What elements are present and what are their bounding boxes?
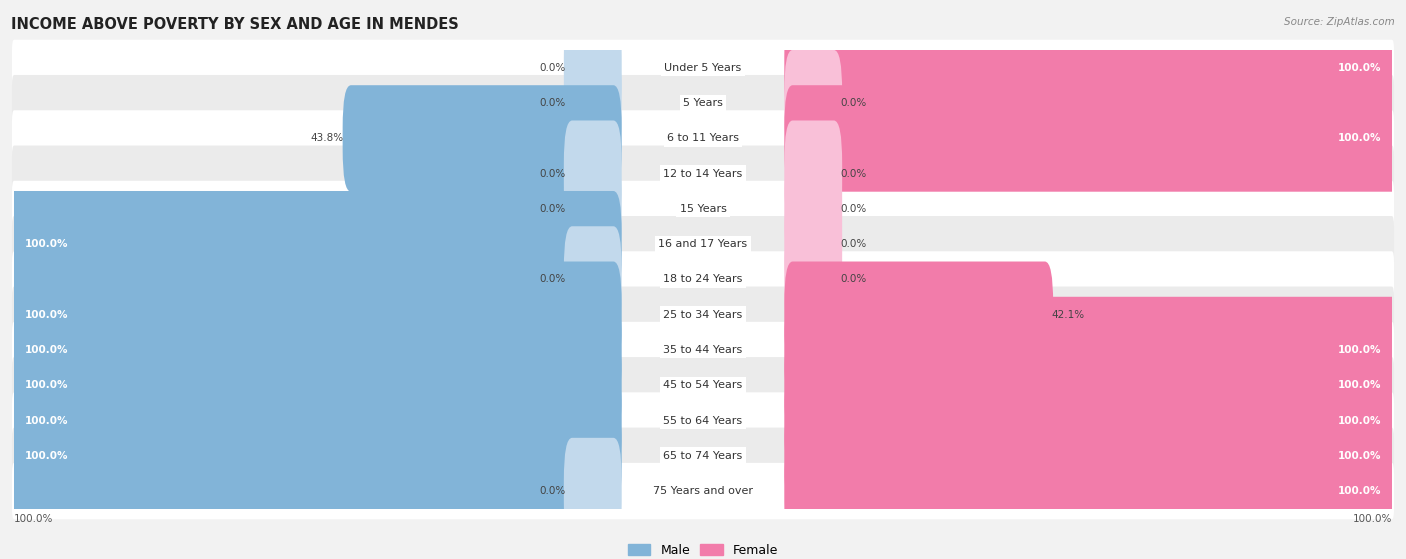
- Text: 100.0%: 100.0%: [1339, 134, 1382, 144]
- FancyBboxPatch shape: [343, 85, 621, 192]
- FancyBboxPatch shape: [13, 216, 1393, 272]
- FancyBboxPatch shape: [785, 332, 1400, 438]
- FancyBboxPatch shape: [564, 438, 621, 544]
- Text: 100.0%: 100.0%: [24, 415, 67, 425]
- FancyBboxPatch shape: [785, 262, 1053, 368]
- Text: 0.0%: 0.0%: [841, 204, 868, 214]
- FancyBboxPatch shape: [785, 402, 1400, 509]
- Text: 5 Years: 5 Years: [683, 98, 723, 108]
- FancyBboxPatch shape: [785, 85, 1400, 192]
- FancyBboxPatch shape: [13, 463, 1393, 519]
- Text: 0.0%: 0.0%: [841, 169, 868, 179]
- Text: 0.0%: 0.0%: [538, 274, 565, 285]
- FancyBboxPatch shape: [6, 367, 621, 474]
- FancyBboxPatch shape: [564, 121, 621, 227]
- FancyBboxPatch shape: [564, 15, 621, 121]
- FancyBboxPatch shape: [785, 438, 1400, 544]
- Text: 55 to 64 Years: 55 to 64 Years: [664, 415, 742, 425]
- FancyBboxPatch shape: [785, 50, 842, 157]
- FancyBboxPatch shape: [785, 297, 1400, 403]
- FancyBboxPatch shape: [564, 50, 621, 157]
- Text: 42.1%: 42.1%: [1052, 310, 1085, 320]
- FancyBboxPatch shape: [13, 428, 1393, 484]
- FancyBboxPatch shape: [564, 156, 621, 262]
- Text: 25 to 34 Years: 25 to 34 Years: [664, 310, 742, 320]
- Text: INCOME ABOVE POVERTY BY SEX AND AGE IN MENDES: INCOME ABOVE POVERTY BY SEX AND AGE IN M…: [11, 17, 458, 32]
- Text: 0.0%: 0.0%: [538, 204, 565, 214]
- Text: 15 Years: 15 Years: [679, 204, 727, 214]
- Text: 18 to 24 Years: 18 to 24 Years: [664, 274, 742, 285]
- Text: 0.0%: 0.0%: [538, 486, 565, 496]
- FancyBboxPatch shape: [13, 322, 1393, 378]
- FancyBboxPatch shape: [564, 226, 621, 333]
- FancyBboxPatch shape: [785, 367, 1400, 474]
- FancyBboxPatch shape: [785, 15, 1400, 121]
- Text: 100.0%: 100.0%: [1339, 415, 1382, 425]
- Text: 0.0%: 0.0%: [841, 239, 868, 249]
- Text: 16 and 17 Years: 16 and 17 Years: [658, 239, 748, 249]
- FancyBboxPatch shape: [6, 297, 621, 403]
- Text: 65 to 74 Years: 65 to 74 Years: [664, 451, 742, 461]
- Text: Under 5 Years: Under 5 Years: [665, 63, 741, 73]
- Text: 0.0%: 0.0%: [841, 98, 868, 108]
- Text: 100.0%: 100.0%: [24, 380, 67, 390]
- Legend: Male, Female: Male, Female: [623, 539, 783, 559]
- Text: 100.0%: 100.0%: [1353, 514, 1392, 524]
- FancyBboxPatch shape: [13, 75, 1393, 131]
- FancyBboxPatch shape: [785, 156, 842, 262]
- Text: 0.0%: 0.0%: [538, 169, 565, 179]
- FancyBboxPatch shape: [13, 252, 1393, 307]
- Text: 75 Years and over: 75 Years and over: [652, 486, 754, 496]
- Text: 100.0%: 100.0%: [1339, 451, 1382, 461]
- Text: 100.0%: 100.0%: [24, 310, 67, 320]
- Text: 35 to 44 Years: 35 to 44 Years: [664, 345, 742, 355]
- FancyBboxPatch shape: [13, 357, 1393, 414]
- FancyBboxPatch shape: [785, 121, 842, 227]
- FancyBboxPatch shape: [6, 402, 621, 509]
- Text: 100.0%: 100.0%: [24, 451, 67, 461]
- FancyBboxPatch shape: [13, 110, 1393, 167]
- Text: Source: ZipAtlas.com: Source: ZipAtlas.com: [1284, 17, 1395, 27]
- FancyBboxPatch shape: [13, 287, 1393, 343]
- FancyBboxPatch shape: [6, 191, 621, 297]
- FancyBboxPatch shape: [13, 181, 1393, 237]
- Text: 43.8%: 43.8%: [311, 134, 344, 144]
- Text: 100.0%: 100.0%: [14, 514, 53, 524]
- Text: 100.0%: 100.0%: [24, 239, 67, 249]
- Text: 6 to 11 Years: 6 to 11 Years: [666, 134, 740, 144]
- FancyBboxPatch shape: [13, 392, 1393, 449]
- Text: 100.0%: 100.0%: [1339, 345, 1382, 355]
- FancyBboxPatch shape: [13, 145, 1393, 202]
- FancyBboxPatch shape: [785, 226, 842, 333]
- Text: 45 to 54 Years: 45 to 54 Years: [664, 380, 742, 390]
- FancyBboxPatch shape: [13, 40, 1393, 96]
- Text: 100.0%: 100.0%: [1339, 380, 1382, 390]
- Text: 0.0%: 0.0%: [538, 63, 565, 73]
- FancyBboxPatch shape: [6, 332, 621, 438]
- Text: 100.0%: 100.0%: [24, 345, 67, 355]
- Text: 0.0%: 0.0%: [841, 274, 868, 285]
- Text: 100.0%: 100.0%: [1339, 486, 1382, 496]
- Text: 0.0%: 0.0%: [538, 98, 565, 108]
- Text: 100.0%: 100.0%: [1339, 63, 1382, 73]
- FancyBboxPatch shape: [6, 262, 621, 368]
- Text: 12 to 14 Years: 12 to 14 Years: [664, 169, 742, 179]
- FancyBboxPatch shape: [785, 191, 842, 297]
